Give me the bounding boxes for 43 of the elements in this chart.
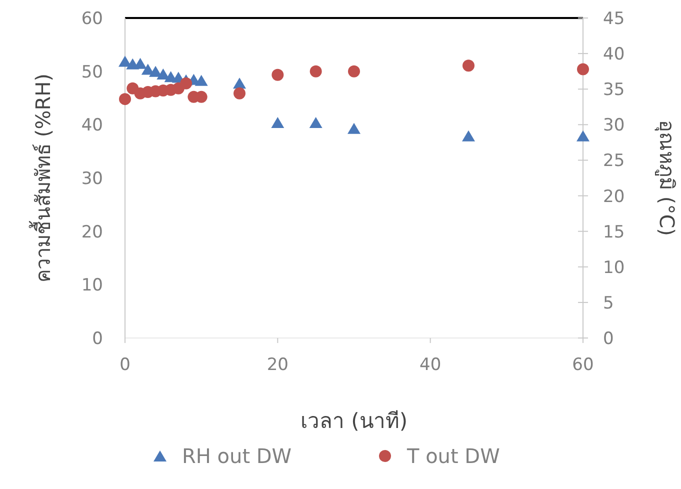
x-axis-title: เวลา (นาที) [300,409,408,433]
y2-tick-label: 10 [603,258,625,278]
y2-tick-label: 0 [603,329,614,349]
legend-label: T out DW [406,444,500,468]
point [234,87,246,100]
y-tick-label: 10 [81,276,103,296]
x-tick-label: 20 [266,355,288,375]
y2-tick-label: 45 [603,9,625,29]
point [348,65,360,78]
point [272,68,284,81]
point [576,130,590,142]
y-tick-label: 50 [81,62,103,82]
y-tick-label: 30 [81,169,103,189]
x-tick-label: 60 [572,355,594,375]
y2-tick-label: 20 [603,186,625,207]
point [309,117,322,128]
point [180,77,192,90]
y-tick-label: 0 [92,329,103,349]
y-axis-title: ความชื้นสัมพัทธ์ (%RH) [29,74,55,282]
point [149,66,162,77]
point [348,122,360,134]
point [310,65,322,78]
y2-tick-label: 5 [603,293,614,314]
legend-label: RH out DW [182,444,292,468]
point [271,117,284,128]
y-tick-label: 20 [81,222,103,242]
x-tick-label: 40 [420,355,442,375]
y-tick-label: 40 [81,116,103,136]
y2-tick-label: 40 [603,44,625,65]
y2-tick-label: 35 [603,80,625,100]
x-tick-label: 0 [120,355,130,375]
y2-tick-label: 15 [603,222,625,242]
point [156,68,170,80]
y-tick-label: 60 [81,9,103,29]
point [194,74,208,86]
y2-tick-label: 30 [603,116,625,136]
point [119,93,131,106]
point [577,63,589,76]
point [462,130,475,142]
y2-tick-label: 25 [603,151,625,172]
y2-axis-title: อุณหภูมิ (°C) [654,120,679,236]
point [233,78,246,89]
point [462,60,474,72]
